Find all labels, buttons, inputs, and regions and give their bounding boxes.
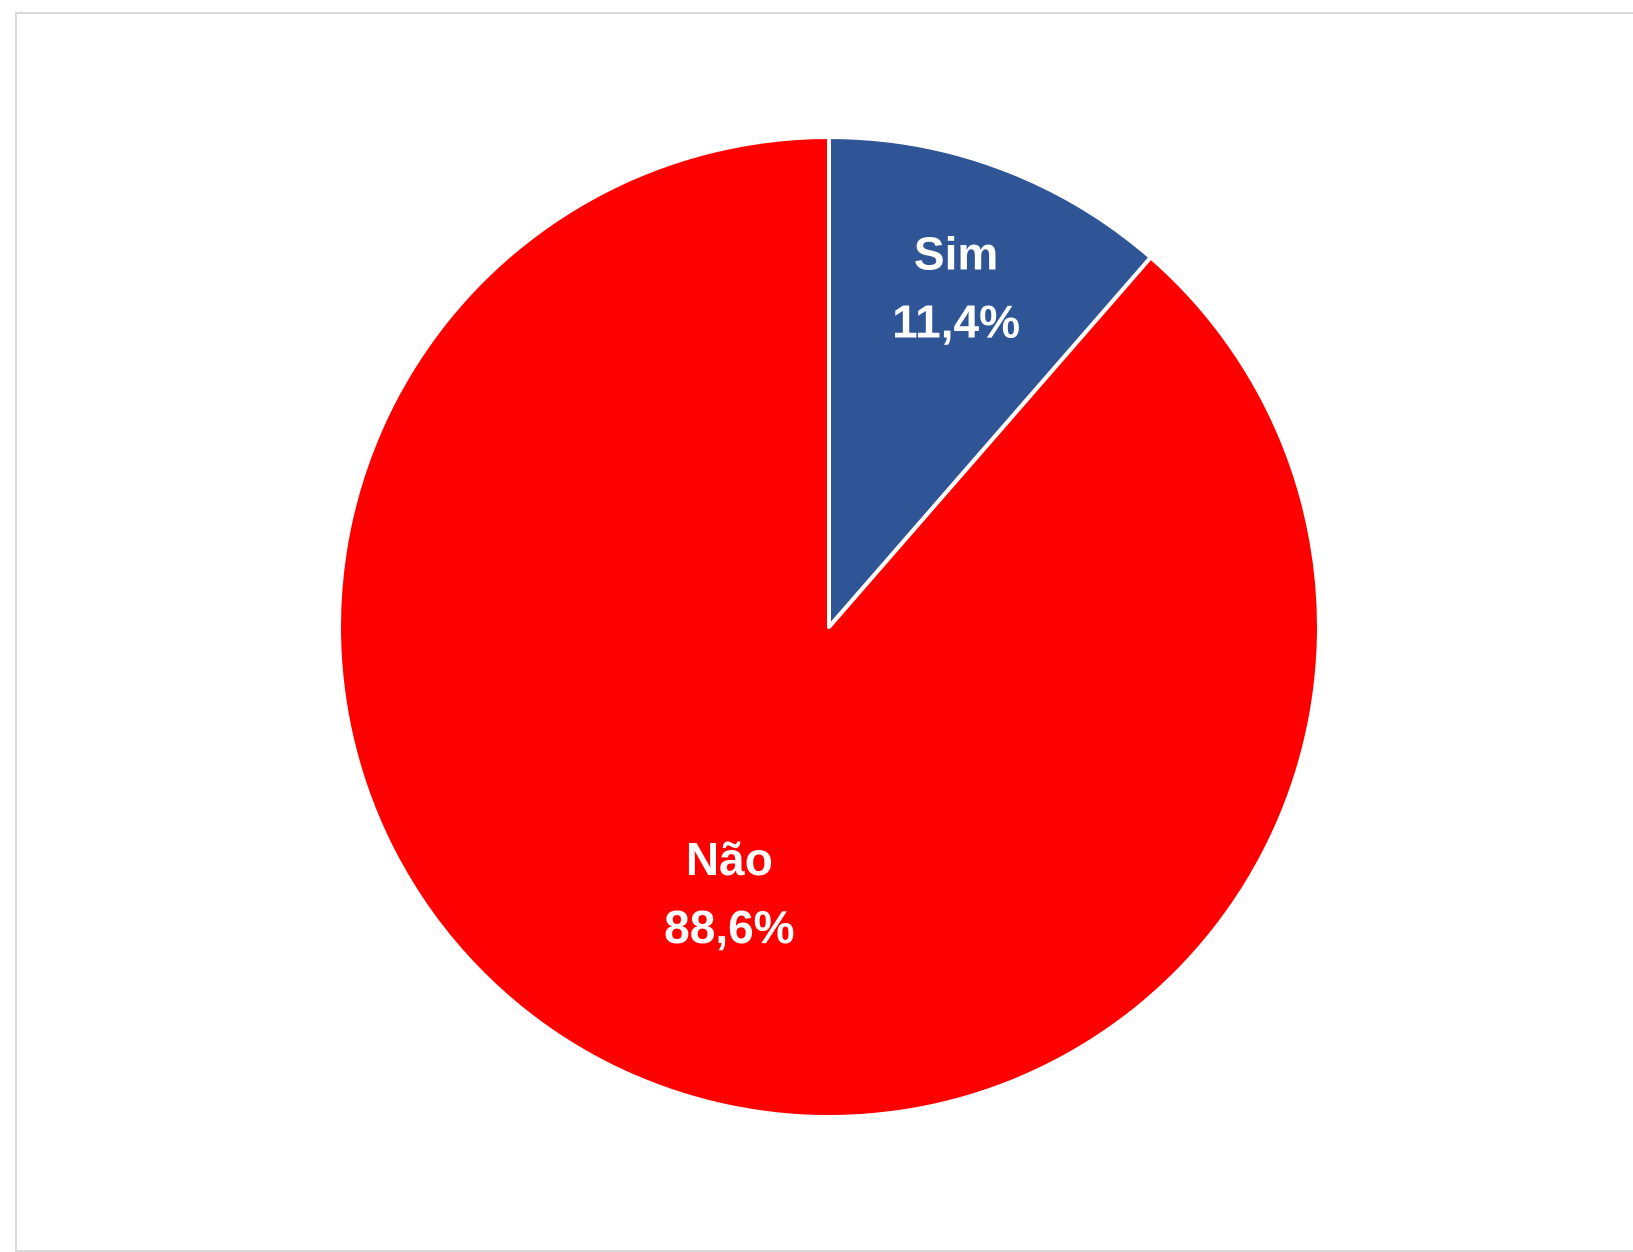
pie-slice-sim bbox=[827, 135, 1153, 629]
slice-value-sim: 11,4% bbox=[892, 295, 1020, 347]
slice-name-nao: Não bbox=[686, 833, 773, 885]
pie-slices bbox=[337, 135, 1321, 1119]
slice-value-nao: 88,6% bbox=[664, 901, 794, 953]
slice-name-sim: Sim bbox=[914, 227, 998, 279]
pie-labels: Sim 11,4% Não 88,6% bbox=[664, 227, 1020, 953]
pie-slice-nao bbox=[337, 135, 1321, 1119]
